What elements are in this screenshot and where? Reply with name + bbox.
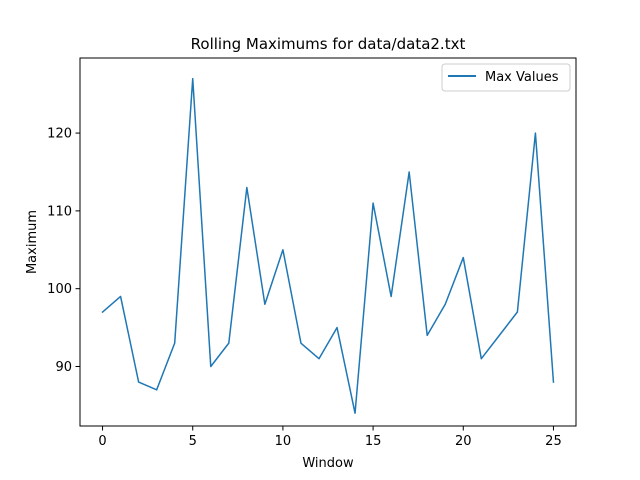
y-tick-label: 110	[47, 204, 72, 219]
legend-box	[441, 63, 571, 92]
chart-title: Rolling Maximums for data/data2.txt	[191, 35, 466, 53]
x-tick-label: 25	[545, 434, 562, 449]
legend-label: Max Values	[485, 70, 559, 85]
x-tick-label: 10	[275, 434, 292, 449]
x-tick-label: 5	[189, 434, 197, 449]
x-tick-label: 20	[455, 434, 472, 449]
plot-frame	[79, 57, 577, 427]
y-tick-label: 100	[47, 282, 72, 297]
x-tick-label: 15	[365, 434, 382, 449]
y-tick-label: 90	[55, 360, 72, 375]
y-axis-label: Maximum	[25, 210, 40, 274]
legend: Max Values	[441, 63, 571, 92]
x-axis-label: Window	[302, 456, 354, 471]
y-tick-label: 120	[47, 127, 72, 142]
series-line-0	[101, 77, 555, 414]
x-tick-label: 0	[98, 434, 106, 449]
